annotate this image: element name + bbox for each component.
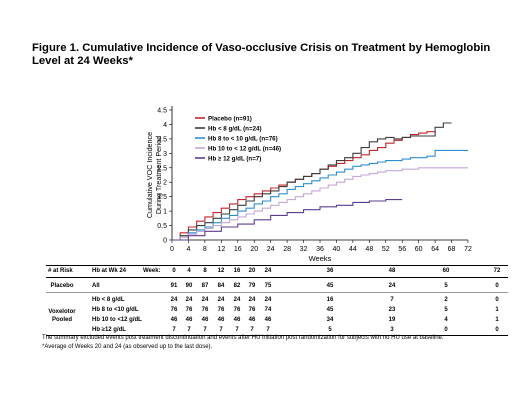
legend-label-1: Placebo (n=91) — [208, 115, 252, 122]
x-tick-label: 20 — [250, 246, 258, 253]
footnote-summary: The summary excluded events post treatme… — [42, 335, 444, 341]
legend-label-2: Hb < 8 g/dL (n=24) — [208, 125, 262, 132]
x-tick-label: 36 — [316, 246, 324, 253]
x-tick-label: 72 — [464, 246, 472, 253]
y-tick-label: 1 — [163, 209, 167, 216]
x-tick-label: 24 — [267, 246, 275, 253]
x-tick-label: 44 — [349, 246, 357, 253]
y-axis-label: Cumulative VOC Incidence — [145, 132, 154, 218]
x-tick-label: 12 — [217, 246, 225, 253]
figure-title: Figure 1. Cumulative Incidence of Vaso-o… — [32, 42, 491, 67]
y-axis-label: During Treatment Period — [154, 136, 163, 214]
x-tick-label: 56 — [398, 246, 406, 253]
y-tick-label: 3 — [163, 151, 167, 158]
series-line-5 — [172, 199, 403, 241]
y-tick-label: 3.5 — [157, 136, 167, 143]
x-tick-label: 8 — [203, 246, 207, 253]
x-tick-label: 32 — [300, 246, 308, 253]
footnote-average: *Average of Weeks 20 and 24 (as observed… — [42, 344, 213, 350]
legend-label-3: Hb 8 to < 10 g/dL (n=76) — [208, 135, 278, 142]
legend-label-5: Hb ≥ 12 g/dL (n=7) — [208, 155, 261, 162]
x-tick-label: 60 — [415, 246, 423, 253]
series-line-2 — [172, 122, 452, 241]
y-tick-label: 2 — [163, 180, 167, 187]
series-line-4 — [172, 167, 468, 241]
y-tick-label: 0 — [163, 238, 167, 245]
x-tick-label: 40 — [333, 246, 341, 253]
y-tick-label: 4.5 — [157, 108, 167, 115]
y-tick-label: 4 — [163, 122, 167, 129]
x-tick-label: 52 — [382, 246, 390, 253]
x-tick-label: 16 — [234, 246, 242, 253]
x-tick-label: 68 — [448, 246, 456, 253]
y-tick-label: 1.5 — [157, 194, 167, 201]
series-line-3 — [172, 149, 468, 241]
x-tick-label: 48 — [365, 246, 373, 253]
y-tick-label: 0.5 — [157, 223, 167, 230]
x-tick-label: 64 — [431, 246, 439, 253]
x-tick-label: 28 — [283, 246, 291, 253]
x-axis-label: Weeks — [309, 254, 332, 263]
x-tick-label: 0 — [170, 246, 174, 253]
legend-label-4: Hb 10 to < 12 g/dL (n=46) — [208, 145, 281, 152]
x-tick-label: 4 — [186, 246, 190, 253]
y-tick-label: 2.5 — [157, 165, 167, 172]
